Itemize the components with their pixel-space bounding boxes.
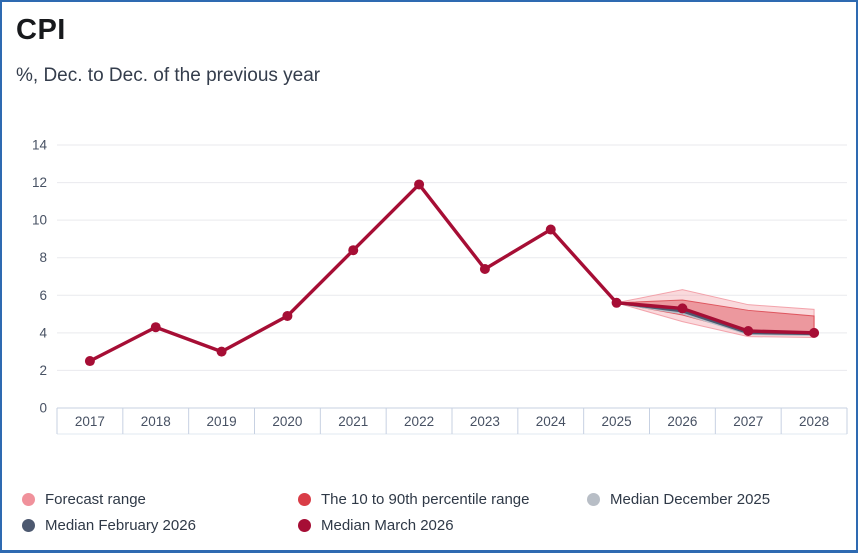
y-tick-label: 12 [32,175,47,190]
data-point [743,325,754,336]
band-forecast-range [616,289,815,339]
y-tick-label: 14 [32,138,48,153]
data-point [150,322,161,333]
y-tick-label: 8 [39,250,47,265]
y-tick-label: 2 [39,363,47,378]
data-point [809,327,820,338]
legend-label: Median February 2026 [45,517,196,534]
legend-swatch-median-march-2026-icon [298,519,311,532]
x-tick-label: 2022 [404,414,434,429]
x-tick-label: 2024 [536,414,567,429]
x-tick-label: 2023 [470,414,500,429]
data-point [282,310,293,321]
legend-item-median-december-2025: Median December 2025 [587,491,848,508]
data-point [348,245,359,256]
series-line-median-february-2026 [615,301,816,336]
page-title: CPI [16,14,66,46]
data-point [479,263,490,274]
data-point [216,346,227,357]
x-tick-label: 2017 [75,414,105,429]
gridlines: 0 2 4 6 8 10 12 14 [32,138,847,416]
x-tick-label: 2021 [338,414,368,429]
data-point [611,297,622,308]
series-line-median-march-2026 [88,182,816,363]
data-point [677,303,688,314]
legend-item-median-february-2026: Median February 2026 [22,517,298,534]
legend-swatch-median-february-2026-icon [22,519,35,532]
series-line-median-december-2025 [615,301,816,337]
x-tick-label: 2026 [667,414,697,429]
chart-legend: Forecast range The 10 to 90th percentile… [22,491,848,534]
data-point [84,356,95,367]
y-tick-label: 0 [39,401,47,416]
x-tick-label: 2025 [602,414,632,429]
legend-item-forecast-range: Forecast range [22,491,298,508]
y-tick-label: 10 [32,213,47,228]
legend-label: Forecast range [45,491,146,508]
x-tick-label: 2028 [799,414,829,429]
legend-label: Median December 2025 [610,491,771,508]
x-tick-label: 2020 [272,414,302,429]
data-point [545,224,556,235]
x-tick-label: 2027 [733,414,763,429]
data-point [414,179,425,190]
x-tick-label: 2019 [207,414,237,429]
legend-label: The 10 to 90th percentile range [321,491,530,508]
legend-swatch-forecast-range-icon [22,493,35,506]
y-tick-label: 4 [39,325,47,340]
legend-swatch-percentile-range-icon [298,493,311,506]
x-tick-label: 2018 [141,414,171,429]
chart-subtitle: %, Dec. to Dec. of the previous year [16,65,321,86]
legend-label: Median March 2026 [321,517,454,534]
y-tick-label: 6 [39,288,47,303]
x-axis: 2017 2018 2019 2020 2021 2022 2023 2024 2025 2026… [56,407,848,435]
band-the-10-to-90th-percentile-range [616,299,815,336]
legend-item-median-march-2026: Median March 2026 [298,517,587,534]
legend-item-percentile-range: The 10 to 90th percentile range [298,491,587,508]
legend-swatch-median-december-2025-icon [587,493,600,506]
